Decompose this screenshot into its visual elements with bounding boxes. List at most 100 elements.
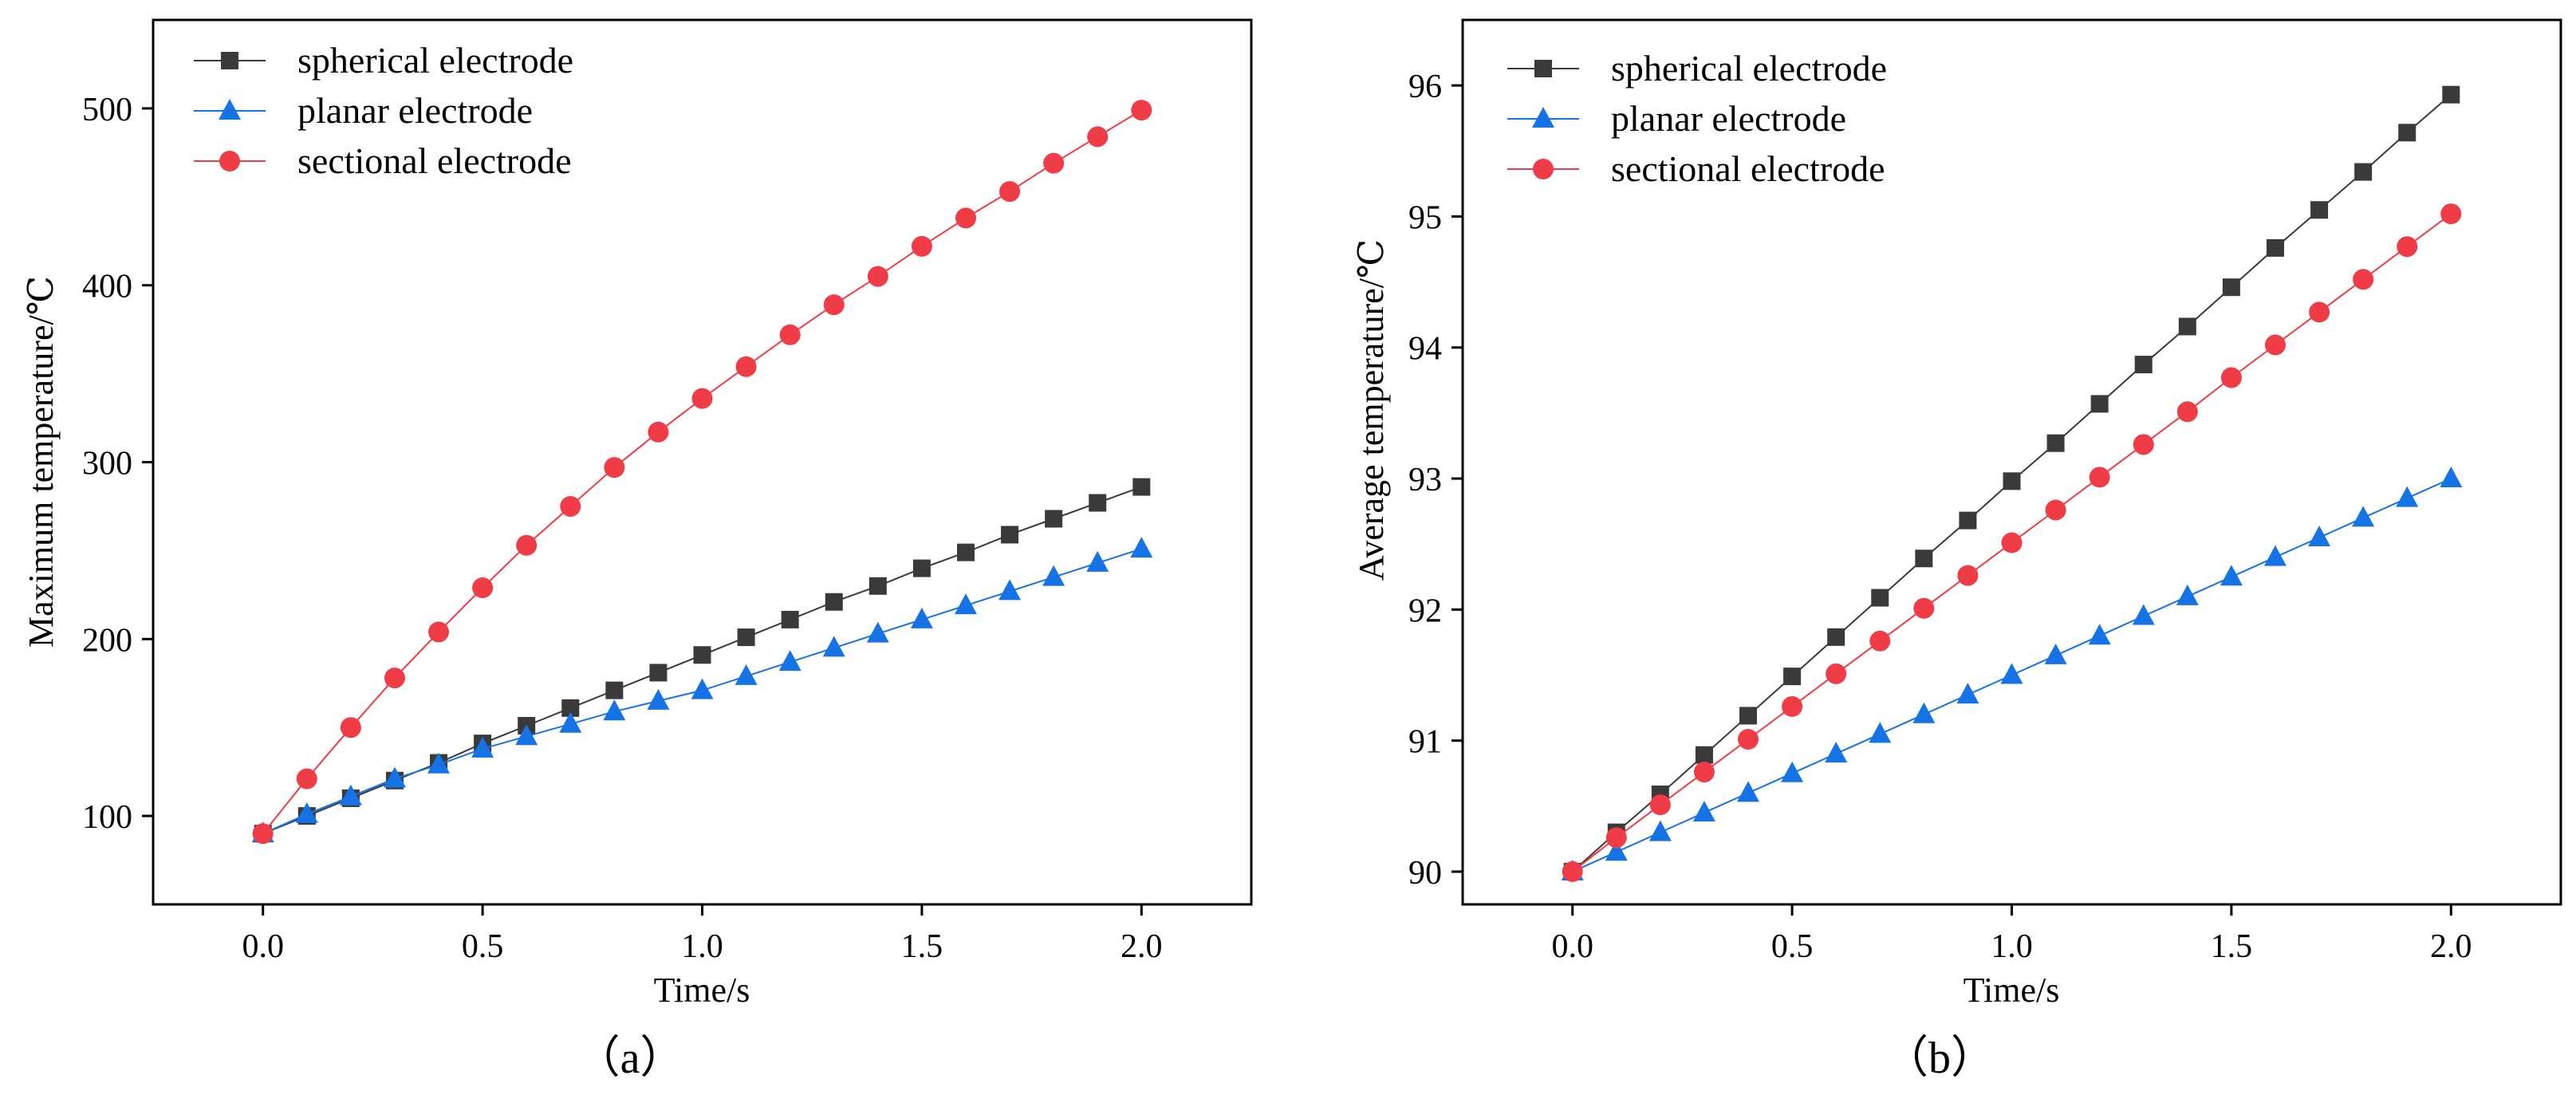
panel-a-data-point-planar-electrode	[998, 579, 1022, 601]
panel-b-data-point-spherical-electrode	[2222, 278, 2240, 297]
panel-a-data-point-spherical-electrode	[1001, 526, 1019, 544]
panel-a-data-point-sectional-electrode	[428, 621, 450, 643]
panel-b-data-point-spherical-electrode	[1915, 549, 1933, 568]
panel-b-legend-label-spherical-electrode: spherical electrode	[1611, 48, 1887, 89]
panel-b-series-planar-electrode	[1561, 467, 2463, 880]
panel-a-data-point-sectional-electrode	[604, 457, 625, 479]
panel-a-data-point-planar-electrode	[1086, 550, 1109, 572]
panel-a-x-tick-label-0-0: 0.0	[242, 928, 284, 965]
panel-a-y-tick-label-500: 500	[82, 92, 132, 128]
panel-b-data-point-spherical-electrode	[1739, 707, 1758, 725]
panel-b-x-tick-label-1-5: 1.5	[2211, 928, 2253, 965]
panel-a-y-axis-title: Maximum temperature/℃	[22, 276, 61, 648]
panel-a-data-point-sectional-electrode	[560, 495, 581, 517]
panel-a-data-point-planar-electrode	[822, 636, 845, 657]
panel-a-data-point-planar-electrode	[691, 678, 714, 699]
panel-a-data-point-planar-electrode	[515, 724, 538, 746]
panel-a-data-point-planar-electrode	[295, 802, 318, 823]
panel-b-data-point-planar-electrode	[1825, 742, 1848, 763]
panel-a-data-point-spherical-electrode	[605, 681, 624, 699]
panel-b-y-tick-label-92: 92	[1408, 593, 1442, 629]
panel-b-data-point-sectional-electrode	[2397, 236, 2418, 258]
panel-b-legend-item-spherical-electrode: spherical electrode	[1507, 48, 1887, 89]
panel-a-axis-ticks: 0.0 0.5 1.0 1.5 2.0 100 200 300 400 500	[82, 92, 1163, 965]
panel-a-legend-marker-spherical-electrode	[221, 52, 238, 69]
panel-b-x-tick-label-2-0: 2.0	[2430, 928, 2472, 965]
panel-b-data-point-planar-electrode	[2308, 525, 2331, 546]
panel-b-x-tick-label-0-5: 0.5	[1771, 928, 1814, 965]
panel-a-data-point-sectional-electrode	[999, 181, 1021, 203]
panel-b-data-point-sectional-electrode	[1693, 762, 1715, 783]
panel-b-data-point-planar-electrode	[1912, 702, 1936, 723]
panel-a-data-point-sectional-electrode	[867, 266, 888, 287]
panel-b-data-point-spherical-electrode	[2090, 395, 2109, 413]
panel-b-data-point-sectional-electrode	[1605, 827, 1627, 849]
panel-a-data-point-planar-electrode	[910, 607, 933, 628]
panel-a-data-point-spherical-electrode	[1089, 494, 1107, 512]
panel-b-x-axis-title: Time/s	[1964, 971, 2060, 1010]
panel-b-data-point-spherical-electrode	[2134, 356, 2153, 374]
panel-b-series-layer	[1561, 85, 2463, 882]
panel-a-data-point-sectional-electrode	[1043, 152, 1065, 174]
panel-a-series-sectional-electrode	[252, 100, 1152, 845]
panel-a-data-point-spherical-electrode	[781, 610, 799, 628]
panel-a-y-tick-label-400: 400	[82, 269, 132, 305]
panel-a-caption: （a）	[576, 1034, 685, 1083]
panel-a-x-tick-label-1-0: 1.0	[681, 928, 723, 965]
panel-b-data-point-spherical-electrode	[2178, 317, 2196, 336]
panel-b-x-tick-label-0-0: 0.0	[1551, 928, 1593, 965]
panel-b-y-tick-label-95: 95	[1408, 199, 1442, 236]
panel-a-series-layer	[251, 100, 1153, 845]
panel-b-data-point-sectional-electrode	[1562, 861, 1583, 882]
panel-b-data-point-spherical-electrode	[1871, 589, 1889, 607]
panel-b-data-point-planar-electrode	[2220, 565, 2243, 586]
panel-a-data-point-spherical-electrode	[912, 559, 931, 577]
panel-a-data-point-planar-electrode	[778, 650, 802, 672]
panel-b-data-point-spherical-electrode	[2442, 85, 2460, 104]
panel-a-data-point-spherical-electrode	[561, 699, 580, 717]
panel-b-data-point-planar-electrode	[2263, 545, 2286, 566]
panel-a-x-tick-label-0-5: 0.5	[462, 928, 504, 965]
panel-b-legend-marker-spherical-electrode	[1534, 60, 1552, 77]
panel-b-data-point-sectional-electrode	[1826, 663, 1847, 684]
panel-a-legend-marker-sectional-electrode	[219, 151, 240, 171]
panel-a-data-point-planar-electrode	[339, 784, 362, 805]
panel-a-y-tick-label-100: 100	[82, 799, 132, 836]
panel-a-legend-marker-planar-electrode	[219, 99, 241, 120]
panel-a-data-point-sectional-electrode	[1087, 126, 1109, 148]
panel-b-data-point-planar-electrode	[1956, 683, 1979, 704]
panel-a-legend-item-sectional-electrode: sectional electrode	[194, 140, 572, 181]
panel-a-series-planar-electrode	[251, 537, 1153, 843]
panel-b-data-point-sectional-electrode	[2089, 467, 2110, 488]
panel-b-data-point-spherical-electrode	[2354, 163, 2373, 181]
panel-b-data-point-spherical-electrode	[2003, 472, 2021, 490]
panel-b-data-point-sectional-electrode	[2440, 203, 2462, 225]
panel-a-data-point-planar-electrode	[427, 752, 451, 774]
panel-a-data-point-spherical-electrode	[869, 577, 887, 595]
panel-b-data-point-planar-electrode	[2000, 663, 2023, 684]
panel-a-data-point-spherical-electrode	[693, 646, 711, 664]
panel-a-data-point-planar-electrode	[735, 664, 758, 685]
panel-a-data-point-sectional-electrode	[472, 577, 494, 598]
panel-a-data-point-planar-electrode	[383, 766, 406, 788]
panel-b-data-point-sectional-electrode	[2264, 334, 2286, 356]
panel-a-data-point-sectional-electrode	[779, 324, 801, 345]
panel-b-data-point-spherical-electrode	[2398, 124, 2416, 142]
panel-b-data-point-planar-electrode	[1648, 820, 1672, 841]
panel-b-data-point-planar-electrode	[2044, 643, 2067, 664]
panel-a-data-point-spherical-electrode	[737, 628, 755, 647]
panel-a-data-point-sectional-electrode	[735, 356, 757, 377]
panel-b-data-point-planar-electrode	[2088, 624, 2111, 645]
panel-a-data-point-sectional-electrode	[252, 823, 274, 845]
panel-b-data-point-sectional-electrode	[1649, 794, 1671, 816]
panel-b-data-point-planar-electrode	[1692, 800, 1715, 821]
panel-b-data-point-spherical-electrode	[1959, 511, 1977, 530]
panel-b-y-tick-label-90: 90	[1408, 855, 1442, 892]
panel-a-y-tick-label-300: 300	[82, 446, 132, 483]
panel-a-data-point-spherical-electrode	[1045, 510, 1063, 528]
panel-a-data-point-sectional-electrode	[955, 207, 976, 229]
panel-b-data-point-spherical-electrode	[1695, 746, 1713, 764]
panel-b-data-point-planar-electrode	[1605, 840, 1628, 861]
